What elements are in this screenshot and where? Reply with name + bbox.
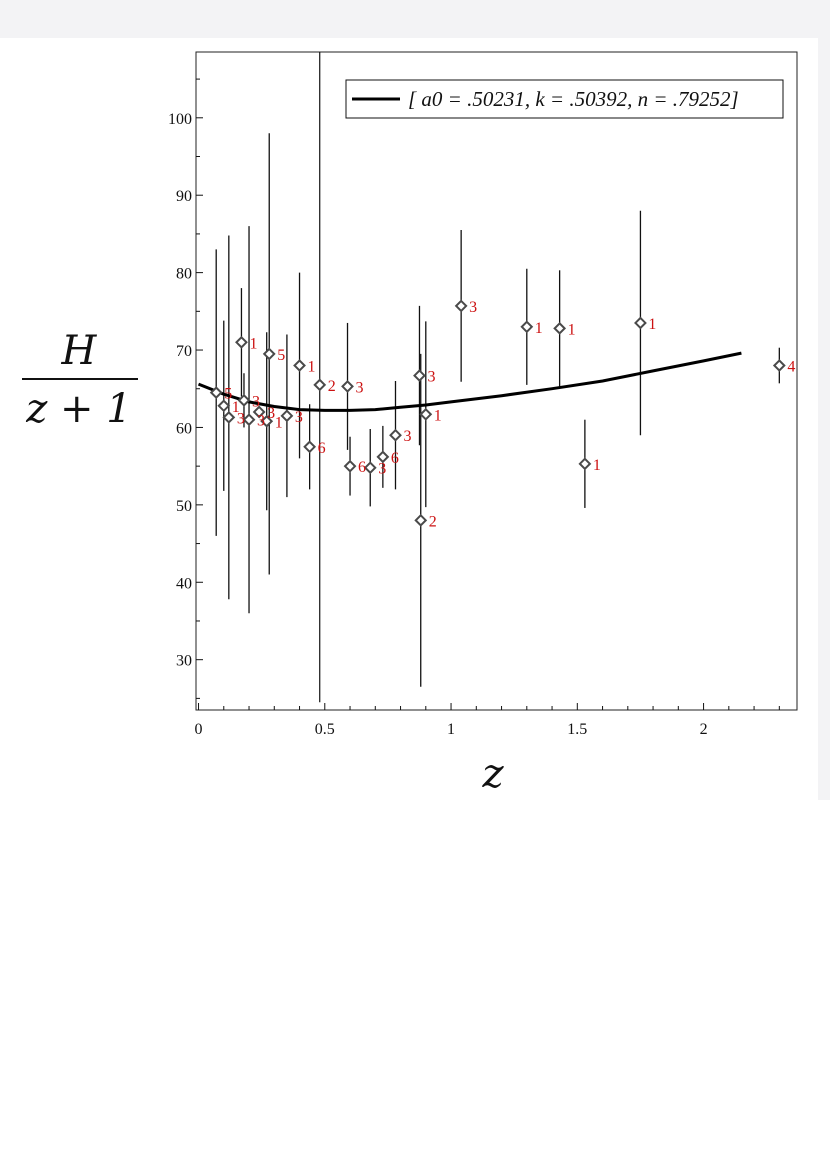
data-point-marker (262, 347, 276, 361)
data-point-label: 6 (358, 459, 366, 476)
data-point-marker (553, 321, 567, 335)
data-point-label: 3 (356, 379, 364, 396)
y-tick-label: 60 (176, 420, 192, 437)
data-point-label: 3 (295, 409, 303, 426)
data-points (209, 299, 786, 527)
data-point-marker (578, 457, 592, 471)
data-point-label: 1 (535, 320, 543, 337)
legend: [ a0 = .50231, k = .50392, n = .79252] (345, 79, 784, 119)
data-point-marker (313, 378, 327, 392)
data-point-marker (520, 320, 534, 334)
y-axis-ticks: 30 40 50 60 70 80 90 100 (168, 78, 203, 699)
fit-curve (197, 351, 742, 412)
data-point-label: 3 (469, 299, 477, 316)
legend-label: [ a0 = .50231, k = .50392, n = .79252] (408, 87, 739, 111)
data-point-marker (634, 316, 647, 330)
y-axis-title-numerator: H (61, 328, 98, 374)
y-tick-label: 30 (176, 653, 192, 670)
data-point-marker (260, 414, 274, 428)
data-point-marker (252, 405, 266, 419)
data-point-label: 3 (257, 413, 265, 430)
data-point-label: 3 (267, 405, 275, 422)
data-point-marker (363, 461, 377, 475)
data-point-marker (235, 335, 248, 349)
data-point-marker (237, 393, 251, 407)
data-point-marker (772, 359, 786, 372)
data-point-marker (242, 413, 256, 427)
data-point-marker (222, 410, 236, 424)
data-point-label: 3 (403, 428, 411, 445)
data-point-marker (376, 450, 390, 464)
data-point-label: 1 (275, 414, 283, 431)
data-point-marker (454, 299, 468, 313)
x-tick-label: 0.5 (315, 721, 335, 738)
data-point-label: 3 (237, 410, 245, 427)
x-tick-label: 1 (447, 721, 455, 738)
data-point-label: 1 (232, 399, 240, 416)
y-tick-label: 70 (176, 343, 192, 360)
y-axis-title: H z + 1 (22, 328, 138, 432)
data-point-marker (389, 428, 402, 442)
data-point-marker (217, 399, 231, 413)
x-tick-label: 0 (195, 721, 203, 738)
data-point-label: 1 (249, 335, 257, 352)
data-point-label: 5 (224, 386, 232, 403)
legend-box (345, 79, 784, 119)
y-axis-title-denominator: z + 1 (25, 386, 131, 432)
x-axis-ticks: 0 0.5 1 1.5 2 (195, 703, 780, 738)
x-tick-label: 1.5 (567, 721, 587, 738)
data-point-label: 6 (318, 440, 326, 457)
data-point-marker (413, 369, 426, 382)
right-scroll-strip (818, 38, 830, 800)
y-tick-label: 100 (168, 111, 192, 128)
y-tick-label: 80 (176, 266, 192, 283)
data-point-label: 3 (252, 393, 260, 410)
data-point-marker (303, 440, 317, 454)
data-point-marker (293, 359, 306, 372)
x-tick-label: 2 (700, 721, 708, 738)
data-point-label: 4 (787, 359, 795, 376)
x-axis-title: z (481, 751, 504, 797)
data-point-label: 3 (427, 369, 435, 386)
data-point-marker (341, 380, 354, 393)
top-bar (0, 0, 830, 38)
plot-frame (195, 51, 798, 711)
data-point-label: 1 (308, 359, 316, 376)
data-point-label: 1 (434, 407, 442, 424)
data-point-label: 6 (391, 450, 399, 467)
data-point-label: 2 (328, 378, 336, 395)
data-point-marker (280, 409, 294, 423)
data-point-marker (414, 513, 428, 527)
data-point-marker (343, 459, 357, 473)
data-point-label: 3 (378, 461, 386, 478)
data-point-label: 1 (593, 457, 601, 474)
y-tick-label: 90 (176, 188, 192, 205)
data-point-label: 1 (648, 316, 656, 333)
y-tick-label: 40 (176, 575, 192, 592)
y-tick-label: 50 (176, 498, 192, 515)
data-point-marker (419, 407, 433, 421)
data-point-label: 5 (277, 347, 285, 364)
data-point-label: 1 (568, 321, 576, 338)
data-point-label: 2 (429, 513, 437, 530)
data-point-marker (209, 386, 223, 400)
